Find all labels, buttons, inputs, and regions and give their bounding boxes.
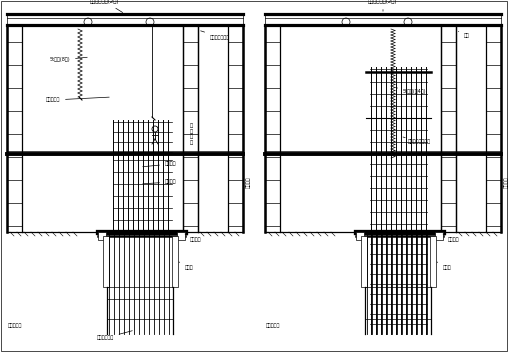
Text: 护筒壁: 护筒壁 bbox=[179, 262, 194, 270]
Text: 工工字钢小跑架: 工工字钢小跑架 bbox=[201, 31, 230, 39]
Bar bbox=[430, 236, 436, 287]
Bar bbox=[7, 14, 243, 25]
Bar bbox=[356, 232, 364, 240]
Bar bbox=[265, 14, 501, 25]
Text: 钢筋对焊: 钢筋对焊 bbox=[143, 162, 176, 167]
Text: 模板支立: 模板支立 bbox=[504, 176, 508, 188]
Text: 孔口护圈: 孔口护圈 bbox=[185, 234, 202, 241]
Text: 孔口护圈: 孔口护圈 bbox=[443, 234, 460, 241]
Bar bbox=[361, 236, 367, 287]
Bar bbox=[435, 232, 443, 240]
Bar bbox=[98, 232, 106, 240]
Text: 5t葫芦(8个): 5t葫芦(8个) bbox=[49, 57, 87, 63]
Text: 工工字钢轨道(2组): 工工字钢轨道(2组) bbox=[90, 0, 122, 13]
Text: 后一节钢筋: 后一节钢筋 bbox=[46, 97, 109, 102]
Bar bbox=[177, 232, 185, 240]
Text: 5t葫芦(共4个): 5t葫芦(共4个) bbox=[396, 88, 427, 94]
Text: 第一节钢筋笼: 第一节钢筋笼 bbox=[97, 331, 132, 340]
Text: 工工: 工工 bbox=[458, 31, 470, 38]
Text: 并排安装的钢筋笼: 并排安装的钢筋笼 bbox=[403, 137, 431, 145]
Bar bbox=[103, 236, 109, 287]
Bar bbox=[7, 14, 243, 25]
Text: 工工字钢轨道(2组): 工工字钢轨道(2组) bbox=[368, 0, 398, 11]
Text: 人工挖孔底: 人工挖孔底 bbox=[8, 322, 22, 327]
Text: 模板支柱: 模板支柱 bbox=[246, 176, 251, 188]
Text: 重
工
平
台: 重 工 平 台 bbox=[190, 123, 193, 145]
Bar bbox=[265, 14, 501, 25]
Text: 支撑钢筋: 支撑钢筋 bbox=[143, 180, 176, 184]
Text: 人工挖孔底: 人工挖孔底 bbox=[266, 322, 280, 327]
Text: 护筒壁: 护筒壁 bbox=[437, 262, 452, 270]
Bar bbox=[172, 236, 178, 287]
